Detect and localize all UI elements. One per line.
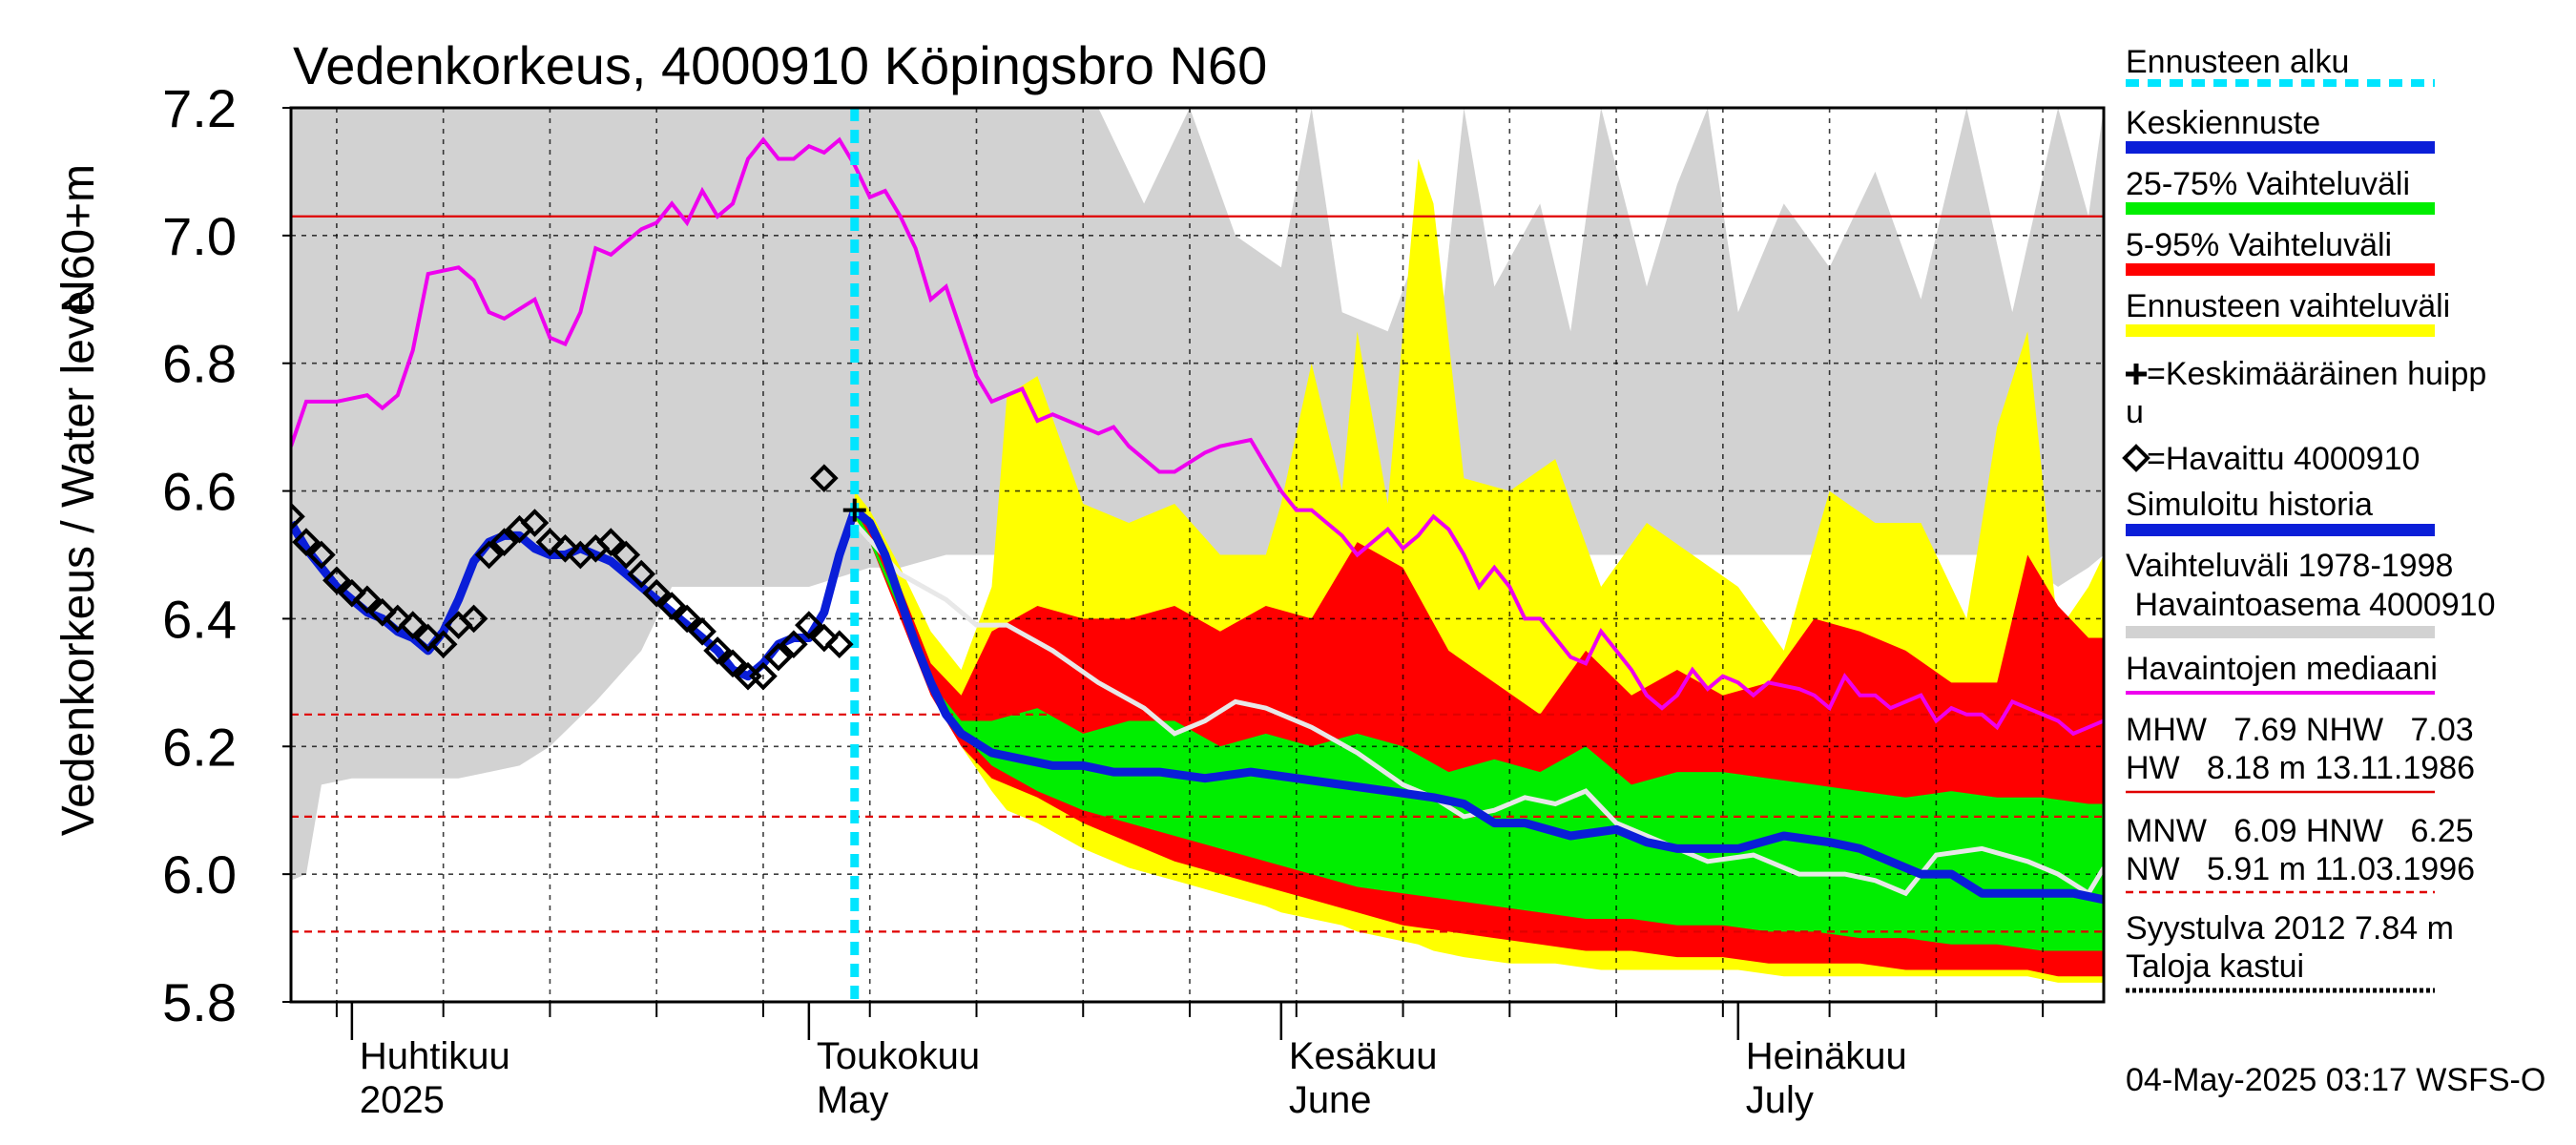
observed-point	[291, 502, 305, 531]
observed-point	[413, 623, 443, 653]
chart-title: Vedenkorkeus, 4000910 Köpingsbro N60	[293, 35, 1267, 95]
stats-line-3: MNW 6.09 HNW 6.25	[2126, 813, 2474, 849]
legend-label-history-range: Vaihteluväli 1978-1998	[2126, 548, 2453, 584]
legend-label-band-25-75: 25-75% Vaihteluväli	[2126, 166, 2410, 202]
observed-point	[642, 578, 672, 608]
y-tick-label: 7.2	[162, 78, 237, 138]
y-tick-label: 5.8	[162, 972, 237, 1032]
plot-area	[291, 108, 2104, 983]
y-tick-label: 7.0	[162, 206, 237, 266]
observed-point	[292, 528, 321, 556]
x-month-label-en: July	[1746, 1079, 1814, 1121]
legend-label-observed: =Havaittu 4000910	[2147, 441, 2420, 477]
observed-point	[809, 464, 839, 493]
observed-point	[795, 611, 823, 639]
light-history-line	[852, 521, 2104, 897]
observed-point	[809, 623, 839, 653]
grid	[291, 108, 2104, 1002]
observed-point	[489, 528, 519, 556]
observed-point	[353, 585, 382, 614]
observed-point	[459, 604, 488, 634]
observed-point	[596, 528, 626, 556]
y-axis-label: Vedenkorkeus / Water level	[53, 281, 104, 837]
observed-point	[307, 540, 336, 570]
observed-point	[779, 630, 808, 659]
stats-line-6: Taloja kastui	[2126, 948, 2304, 985]
observed-point	[824, 630, 854, 659]
mean-peak-marker	[842, 498, 866, 522]
y-axis-unit: N60+m	[53, 164, 104, 313]
stats-line-1: MHW 7.69 NHW 7.03	[2126, 712, 2474, 748]
legend-swatch-observed	[2122, 444, 2150, 472]
legend-label-simulated-history: Simuloitu historia	[2126, 487, 2373, 523]
legend-swatch-band-25-75	[2126, 202, 2435, 215]
observed-point	[367, 597, 397, 627]
observed-point	[398, 611, 427, 639]
observed-point	[627, 559, 656, 589]
x-month-label-en: June	[1289, 1079, 1372, 1121]
plot-frame	[289, 106, 2106, 1004]
observed-point	[338, 578, 366, 608]
observed-point	[428, 630, 458, 659]
observed-point	[551, 533, 580, 563]
x-month-label-fi: Heinäkuu	[1746, 1035, 1907, 1077]
observed-point	[688, 616, 717, 646]
observed-point	[322, 566, 351, 595]
observed-point	[520, 509, 550, 537]
stats-line-2: HW 8.18 m 13.11.1986	[2126, 750, 2475, 786]
legend-label-forecast-range: Ennusteen vaihteluväli	[2126, 288, 2450, 324]
legend-swatch-forecast-range	[2126, 324, 2435, 337]
legend-swatch-history-range	[2126, 626, 2435, 638]
stats-line-4: NW 5.91 m 11.03.1996	[2126, 851, 2475, 887]
legend-swatch-mean-forecast	[2126, 141, 2435, 154]
legend-label-mean-peak-cont: u	[2126, 394, 2144, 430]
y-tick-label: 6.2	[162, 717, 237, 777]
legend-swatch-mean-peak	[2126, 364, 2147, 385]
legend-label-median: Havaintojen mediaani	[2126, 651, 2438, 687]
y-tick-label: 6.4	[162, 589, 237, 649]
x-month-label-fi: Kesäkuu	[1289, 1035, 1438, 1077]
legend-label-mean-peak: =Keskimääräinen huipp	[2147, 356, 2486, 392]
y-tick-label: 6.6	[162, 462, 237, 522]
observed-point	[612, 540, 641, 570]
history-range-band	[291, 108, 2104, 881]
observed-point	[749, 661, 778, 691]
stats-line-5: Syystulva 2012 7.84 m	[2126, 910, 2454, 947]
series-lines	[291, 108, 2104, 1002]
x-month-label-en: May	[817, 1079, 889, 1121]
observed-point	[383, 604, 412, 634]
legend-swatch-simulated-history	[2126, 524, 2435, 536]
legend	[2122, 79, 2435, 993]
x-month-label-en: 2025	[360, 1079, 445, 1121]
footer-timestamp: 04-May-2025 03:17 WSFS-O	[2126, 1062, 2545, 1098]
legend-label-band-5-95: 5-95% Vaihteluväli	[2126, 227, 2392, 263]
legend-label-forecast-start: Ennusteen alku	[2126, 44, 2349, 80]
median-line	[291, 136, 2104, 737]
observed-point	[657, 592, 686, 620]
observed-point	[718, 649, 747, 678]
legend-swatch-band-5-95	[2126, 263, 2435, 276]
y-tick-label: 6.8	[162, 334, 237, 394]
y-tick-label: 6.0	[162, 844, 237, 905]
x-month-label-fi: Toukokuu	[817, 1035, 980, 1077]
x-month-label-fi: Huhtikuu	[360, 1035, 510, 1077]
legend-label-history-range-station: Havaintoasema 4000910	[2126, 587, 2496, 623]
observed-point	[764, 642, 793, 672]
observed-point	[673, 604, 701, 634]
observed-point	[535, 528, 565, 556]
observed-point	[703, 636, 732, 665]
observed-point	[474, 540, 504, 570]
legend-label-mean-forecast: Keskiennuste	[2126, 105, 2320, 141]
